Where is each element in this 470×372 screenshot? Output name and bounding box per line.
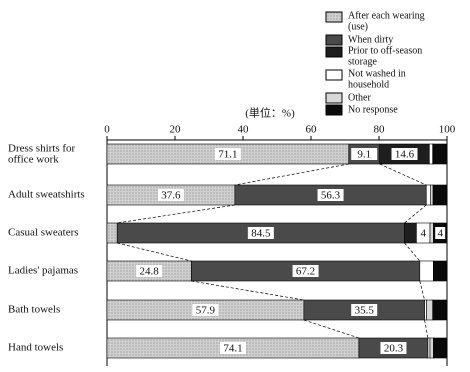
x-tick-label: 0 xyxy=(104,124,110,136)
label-box xyxy=(192,304,219,316)
bar-segment xyxy=(429,143,434,165)
label-box xyxy=(214,148,241,160)
legend-swatch xyxy=(325,11,343,23)
bar-segment xyxy=(429,337,434,359)
label-box xyxy=(351,148,378,160)
category-label: Casual sweaters xyxy=(8,227,79,239)
legend-swatch xyxy=(325,92,343,104)
bar-segment xyxy=(419,260,434,282)
value-label: 9.1 xyxy=(357,149,371,161)
bar-segment xyxy=(433,143,448,165)
label-box xyxy=(380,342,407,354)
label-box xyxy=(435,227,446,239)
bar-segment xyxy=(433,337,448,359)
category-label: Hand towels xyxy=(8,342,63,354)
bar-segment xyxy=(427,337,431,359)
category-label: Ladies' pajamas xyxy=(8,265,78,277)
x-tick-label: 80 xyxy=(374,124,386,136)
x-tick-label: 40 xyxy=(238,124,250,136)
category-label: Dress shirts for office work xyxy=(8,142,76,165)
bar-segment xyxy=(429,222,434,244)
legend-label: Prior to off-season storage xyxy=(348,46,422,68)
connector xyxy=(404,204,427,224)
value-label: 37.6 xyxy=(161,190,181,202)
category-label: Adult sweatshirts xyxy=(8,189,85,201)
bar-segment xyxy=(425,184,431,206)
connector xyxy=(379,163,427,186)
value-label: 4 xyxy=(420,228,426,240)
connector xyxy=(303,319,360,339)
label-box xyxy=(351,304,378,316)
value-label: 74.1 xyxy=(223,343,242,355)
x-tick-label: 60 xyxy=(306,124,318,136)
connector xyxy=(117,242,192,262)
bar-segment xyxy=(424,299,427,321)
legend-label: When dirty xyxy=(348,34,393,45)
value-label: 35.5 xyxy=(355,305,375,317)
value-label: 20.3 xyxy=(384,343,404,355)
label-box xyxy=(247,227,274,239)
value-label: 56.3 xyxy=(321,190,341,202)
connector xyxy=(404,242,421,262)
bar-segment xyxy=(433,260,448,282)
connector xyxy=(117,204,235,224)
legend-swatch xyxy=(325,34,343,46)
connector xyxy=(424,319,429,339)
bar-segment xyxy=(432,184,448,206)
connector xyxy=(419,280,425,301)
value-label: 71.1 xyxy=(218,149,237,161)
label-box xyxy=(391,148,418,160)
value-label: 24.8 xyxy=(140,266,160,278)
connector xyxy=(234,163,349,186)
bar-segment xyxy=(404,222,417,244)
value-label: 14.6 xyxy=(395,149,415,161)
value-label: 84.5 xyxy=(251,228,271,240)
category-label: Bath towels xyxy=(8,304,60,316)
label-box xyxy=(157,189,184,201)
bar-segment xyxy=(432,299,448,321)
legend-label: No response xyxy=(348,104,398,115)
legend-label: After each wearing (use) xyxy=(348,11,425,33)
legend-swatch xyxy=(325,104,343,116)
x-tick-label: 100 xyxy=(439,124,456,136)
legend-label: Other xyxy=(348,92,371,103)
value-label: 57.9 xyxy=(196,305,216,317)
value-label: 67.2 xyxy=(296,266,315,278)
value-label: 4 xyxy=(437,228,443,240)
label-box xyxy=(292,265,319,277)
bar-segment xyxy=(426,299,434,321)
axis-label: (単位：%) xyxy=(245,106,295,120)
connector xyxy=(191,280,304,301)
x-tick-label: 20 xyxy=(170,124,182,136)
label-box xyxy=(219,342,246,354)
bar-segment xyxy=(430,184,434,206)
label-box xyxy=(317,189,344,201)
label-box xyxy=(136,265,163,277)
bar-segment xyxy=(106,222,118,244)
legend-swatch xyxy=(325,46,343,58)
legend-swatch xyxy=(325,69,343,81)
legend-label: Not washed in household xyxy=(348,69,406,91)
label-box xyxy=(418,227,429,239)
